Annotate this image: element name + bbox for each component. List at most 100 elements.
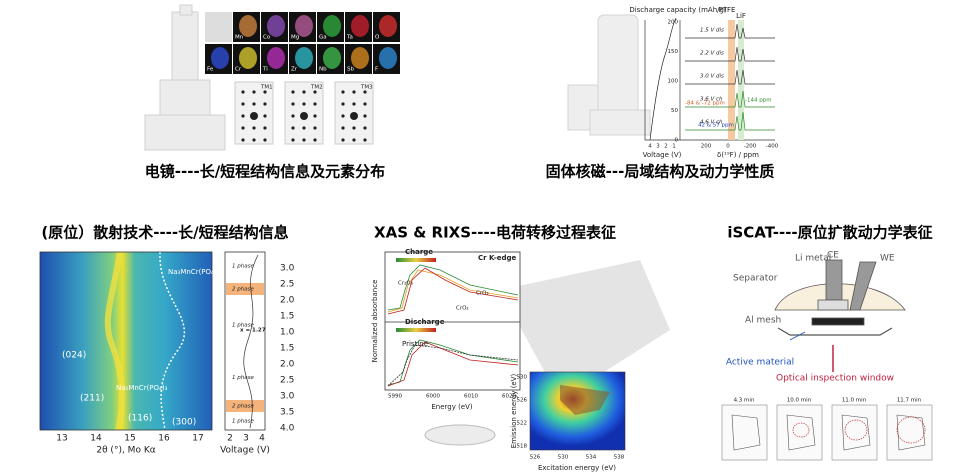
caption: 固体核磁---局域结构及动力学性质 — [546, 163, 775, 181]
spot — [313, 102, 317, 106]
spectrum — [685, 23, 775, 39]
spot — [313, 114, 317, 118]
front — [792, 422, 810, 438]
reference: CrO₂ — [456, 306, 469, 312]
spectrum — [685, 46, 775, 62]
annotation: -144 ppm — [745, 98, 772, 104]
label: Li metal — [795, 254, 831, 264]
spot — [241, 114, 245, 118]
annotation: 42 & 57 ppm — [698, 123, 734, 129]
spot — [291, 114, 295, 118]
spot — [350, 112, 358, 120]
nmr-plot — [644, 17, 775, 141]
caption: (原位）散射技术----长/短程结构信息 — [41, 224, 288, 242]
region-label: 1 phase — [232, 375, 254, 381]
tick-label: 534 — [586, 455, 597, 461]
tick-label: 4 — [648, 144, 652, 150]
element-label: Ta — [346, 35, 353, 41]
tick-label: 6020 — [502, 394, 516, 400]
spot — [341, 138, 345, 142]
spot — [302, 126, 306, 130]
region-label: 1 phase — [232, 264, 254, 270]
frame — [886, 404, 933, 461]
tick-label: 13 — [56, 434, 67, 444]
spot — [363, 90, 367, 94]
spot — [302, 90, 306, 94]
nmr-illustration — [567, 14, 651, 136]
peak-trace — [104, 251, 125, 431]
phase-label: Na₁MnCr(PO₄)₃ — [116, 384, 168, 392]
sem-image — [205, 12, 232, 42]
iscat-panel: iSCAT----原位扩散动力学表征 Li metal CE WE Separa… — [721, 224, 933, 461]
tick-label: 100 — [668, 79, 679, 85]
tick-label: 3.0 — [280, 392, 295, 402]
time-label: 11.7 min — [897, 398, 922, 404]
spot — [352, 102, 356, 106]
element-label: Ti — [262, 67, 268, 73]
particle — [786, 414, 816, 451]
axis-label: Voltage (V) — [220, 446, 270, 456]
tick-label: 3 — [243, 434, 249, 444]
pattern-label: TM1 — [260, 85, 273, 91]
spot — [263, 114, 267, 118]
label: Al mesh — [745, 316, 781, 326]
tick-label: 6000 — [426, 394, 440, 400]
tick-label: 522 — [517, 421, 528, 427]
tick-label: 2.5 — [280, 280, 294, 290]
spot — [300, 112, 308, 120]
tick-label: 1.5 — [280, 344, 294, 354]
reference: CrO₃ — [476, 291, 489, 297]
front — [844, 419, 868, 441]
element-label: Sb — [347, 67, 354, 73]
beamline-photo — [500, 260, 670, 400]
legend-label: Discharge — [405, 318, 445, 326]
tick-label: 2.5 — [280, 376, 294, 386]
region-label: 1 phase — [232, 419, 254, 425]
frame — [776, 404, 823, 461]
particle — [841, 414, 871, 451]
reference: Cr₂O₃ — [398, 281, 413, 287]
spot — [302, 102, 306, 106]
axis-label: 2θ (°), Mo Kα — [96, 446, 155, 456]
spot — [252, 102, 256, 106]
spot — [352, 126, 356, 130]
rixs-feature — [560, 385, 610, 415]
axis-label: Voltage (V) — [643, 151, 682, 159]
front — [896, 416, 926, 444]
element-signal — [351, 15, 369, 37]
pristine-label: Pristine — [402, 340, 428, 348]
label: Separator — [733, 274, 778, 284]
time-label: 11.0 min — [842, 398, 867, 404]
edge-label: Cr K-edge — [478, 254, 517, 262]
element-signal — [295, 15, 313, 37]
spot — [241, 126, 245, 130]
element-label: Zr — [291, 67, 298, 73]
spot — [241, 102, 245, 106]
element-label: Co — [263, 35, 271, 41]
tick-label: -200 — [744, 144, 757, 150]
tick-label: 3 — [656, 144, 660, 150]
axis-label: Energy (eV) — [431, 403, 473, 411]
state-label: 3.6 V ch — [700, 97, 723, 103]
time-label: 4.3 min — [734, 398, 755, 404]
tick-label: 17 — [192, 434, 203, 444]
tick-label: 150 — [668, 49, 679, 55]
tick-label: -400 — [766, 144, 779, 150]
pattern-label: TM3 — [360, 85, 373, 91]
spot — [241, 90, 245, 94]
spot — [263, 126, 267, 130]
spot — [263, 102, 267, 106]
state-label: 1.5 V dis — [700, 28, 724, 34]
frame — [831, 404, 878, 461]
em-panel: Mn Co Mg Ga Ta O Fe Cr Ti Zr Nb Sb F TM1 TM2 TM3 电镜---… — [144, 4, 400, 181]
tick-label: 2.0 — [280, 296, 295, 306]
time-label: 10.0 min — [787, 398, 812, 404]
element-signal — [295, 47, 313, 69]
spectrum — [685, 90, 775, 108]
diffraction-patterns: TM1 TM2 TM3 — [234, 81, 374, 145]
microscope-illustration — [144, 4, 226, 151]
region-label: 2 phase — [232, 404, 254, 410]
tick-label: 3.0 — [280, 264, 295, 274]
cell-diagram — [774, 259, 906, 372]
